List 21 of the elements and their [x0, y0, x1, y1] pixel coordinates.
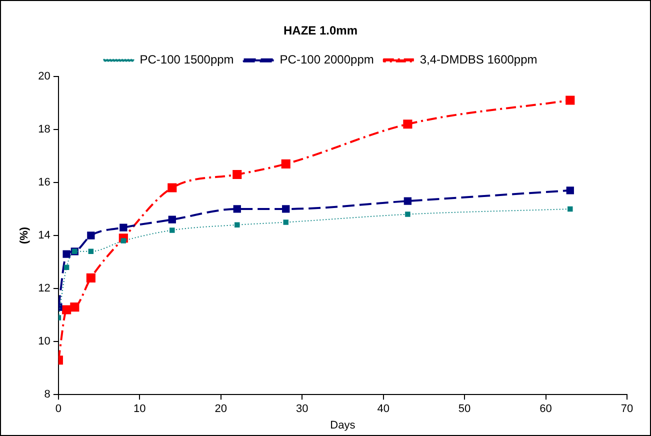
x-axis-title: Days — [330, 419, 356, 432]
legend-label: PC-100 1500ppm — [140, 52, 234, 67]
legend-label: PC-100 2000ppm — [280, 52, 374, 67]
x-tick-label: 0 — [55, 403, 62, 416]
y-tick-label: 18 — [38, 123, 50, 136]
legend-label: 3,4-DMDBS 1600ppm — [420, 52, 538, 67]
y-tick-label: 10 — [38, 336, 50, 348]
y-tick-label: 8 — [44, 388, 50, 401]
chart-title: HAZE 1.0mm — [283, 24, 358, 38]
y-axis-title: (%) — [18, 226, 31, 244]
y-tick-label: 12 — [38, 282, 50, 295]
x-tick-label: 70 — [620, 403, 634, 416]
x-tick-label: 20 — [214, 403, 228, 416]
y-tick-label: 14 — [38, 230, 50, 242]
x-tick-label: 60 — [540, 403, 552, 416]
x-tick-label: 40 — [377, 403, 390, 416]
x-tick-label: 10 — [134, 403, 146, 416]
y-tick-label: 16 — [38, 176, 50, 188]
x-tick-label: 30 — [296, 403, 308, 416]
x-tick-label: 50 — [458, 403, 471, 416]
y-tick-label: 20 — [38, 70, 50, 82]
